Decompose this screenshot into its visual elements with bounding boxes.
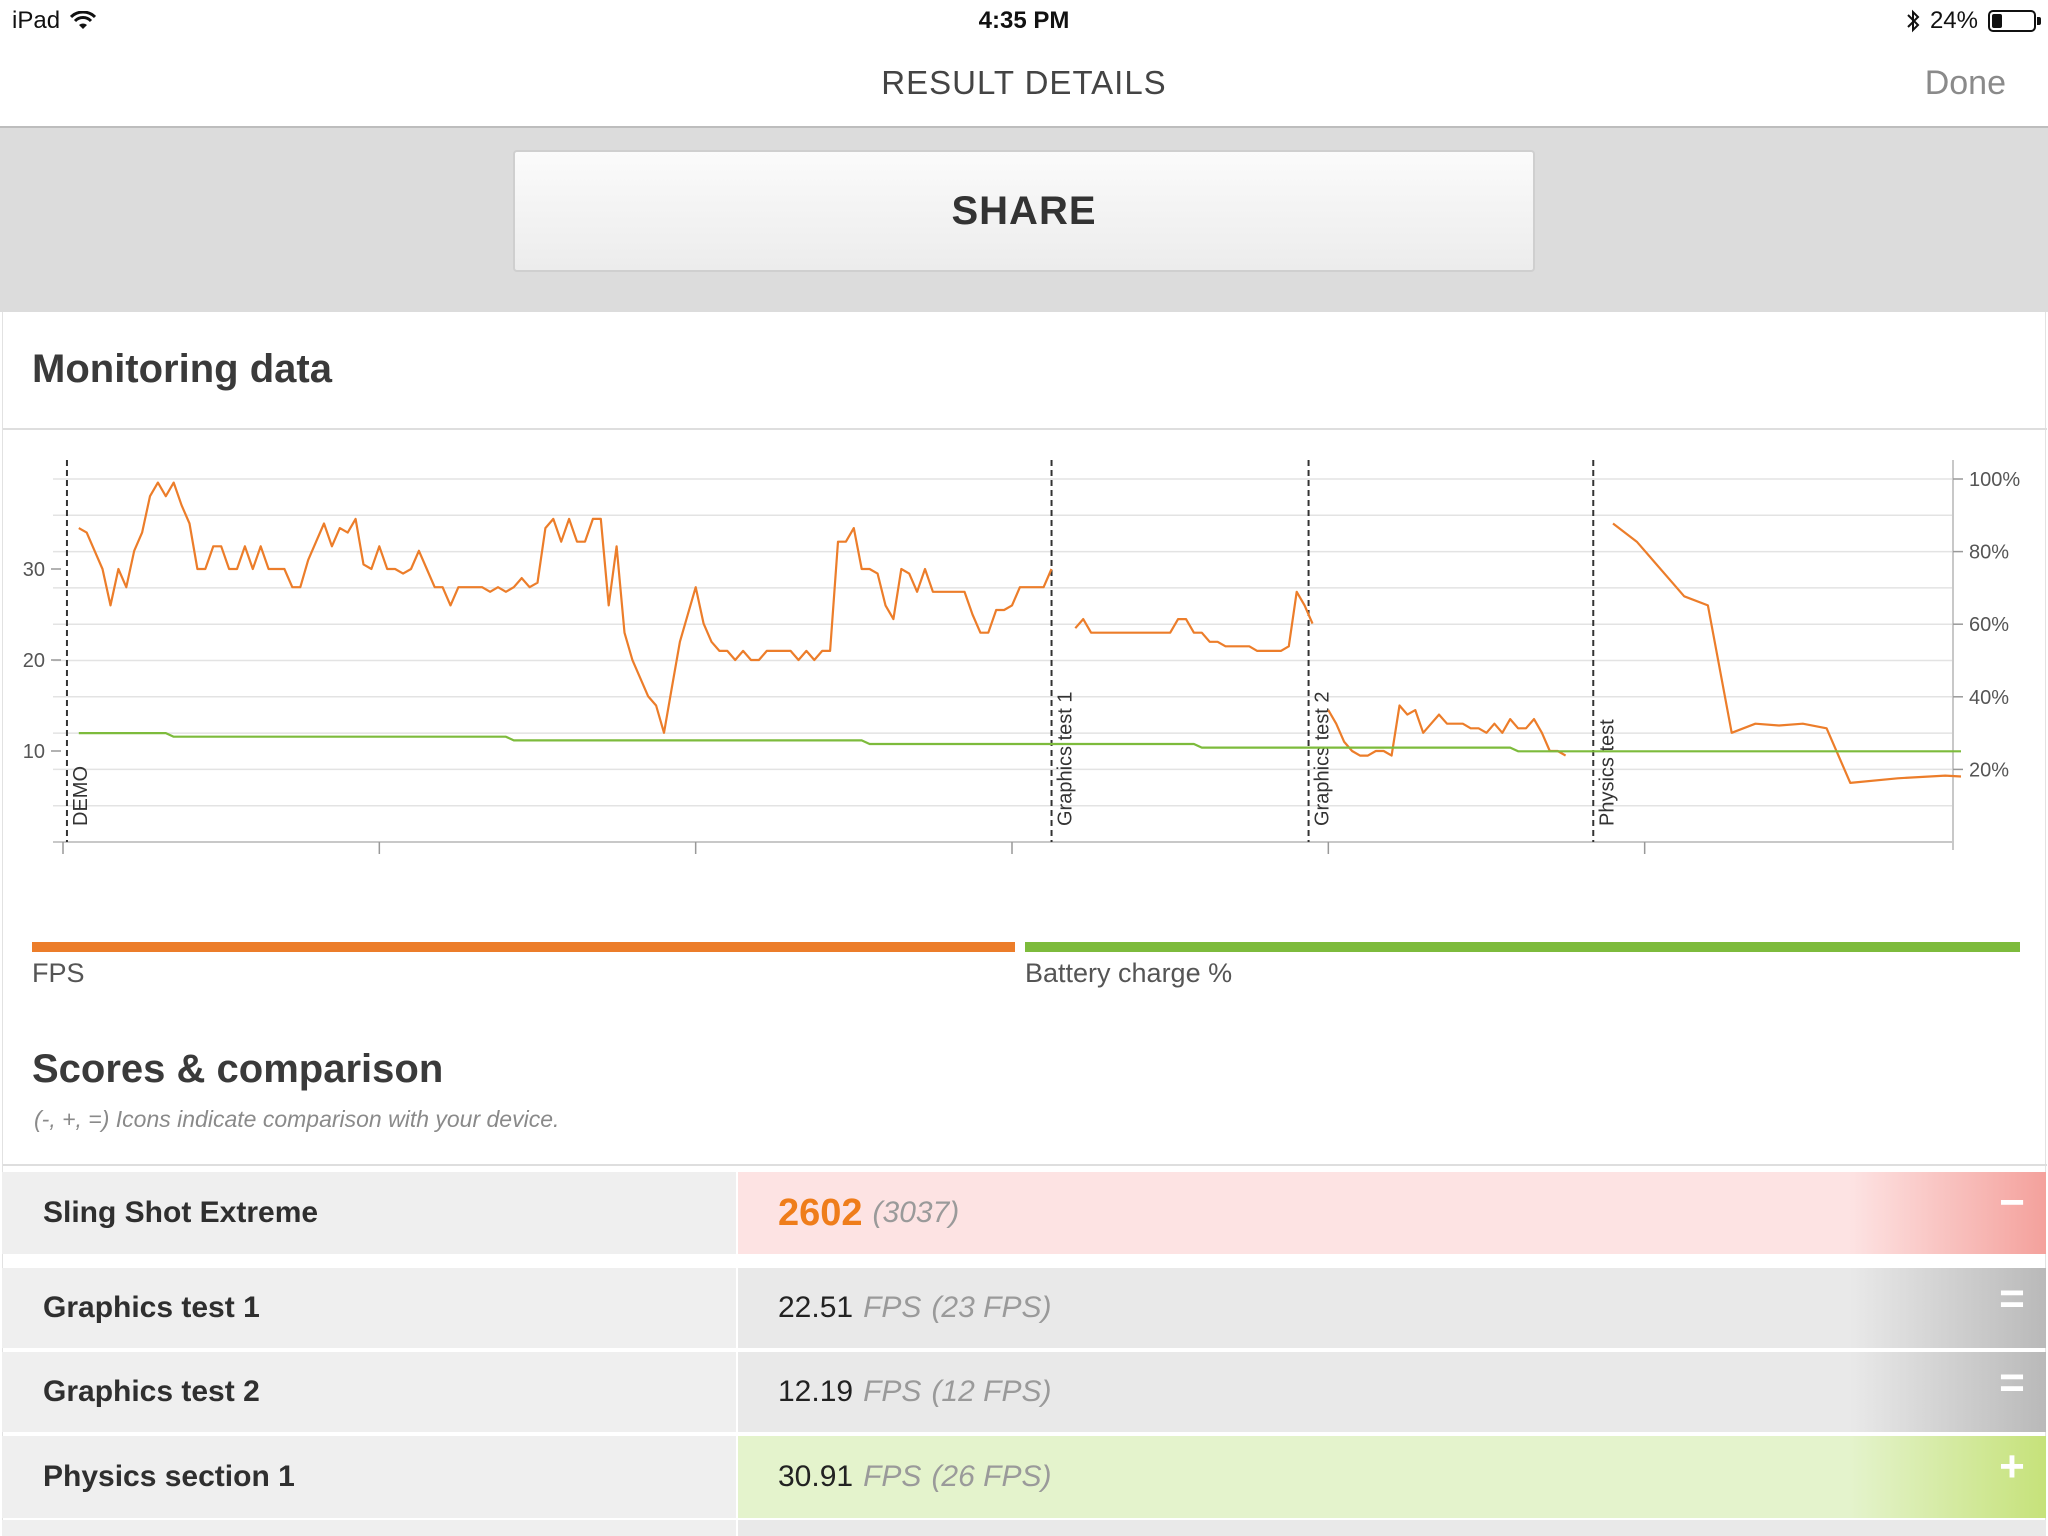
score-value: 12.19 (778, 1375, 854, 1408)
score-name (2, 1520, 736, 1536)
score-row[interactable]: Graphics test 1 22.51 FPS (23 FPS) = (2, 1268, 2046, 1348)
equals-icon: = (1999, 1358, 2025, 1407)
score-value-cell: 30.91 FPS (26 FPS) + (738, 1436, 2046, 1518)
bluetooth-icon (1907, 9, 1920, 33)
battery-percent: 24% (1929, 7, 1978, 34)
y-left-tick-label: 30 (23, 559, 45, 581)
score-compare: (23 FPS) (931, 1291, 1052, 1324)
score-name: Graphics test 2 (2, 1352, 736, 1432)
share-area: SHARE (0, 128, 2048, 312)
fps-series-line (1612, 522, 1962, 784)
score-compare: (3037) (872, 1196, 960, 1229)
fps-series-line (1327, 704, 1567, 757)
score-value: 30.91 (778, 1460, 854, 1493)
scores-title: Scores & comparison (32, 1047, 444, 1091)
legend-fps-swatch (32, 942, 1015, 952)
score-value-cell (738, 1520, 2046, 1536)
score-compare: (12 FPS) (931, 1375, 1052, 1408)
status-right: 24% (1906, 7, 2041, 35)
scores-subtitle: (-, +, =) Icons indicate comparison with… (34, 1106, 560, 1132)
y-right-tick-label: 40% (1969, 687, 2009, 709)
battery-level-fill (1992, 14, 2002, 28)
monitoring-divider (3, 428, 2047, 430)
score-row[interactable]: Sling Shot Extreme 2602 (3037) − (2, 1172, 2046, 1254)
score-value: 22.51 (778, 1291, 854, 1324)
status-bar: iPad 4:35 PM 24% (0, 0, 2048, 42)
page-title: RESULT DETAILS (881, 64, 1167, 101)
score-unit: FPS (863, 1375, 922, 1408)
plus-icon: + (1999, 1442, 2025, 1491)
section-marker-label: Physics test (1596, 719, 1618, 826)
status-left: iPad (12, 7, 97, 35)
legend-battery-label: Battery charge % (1025, 958, 1233, 988)
share-button[interactable]: SHARE (513, 150, 1535, 272)
y-left-tick-label: 10 (23, 741, 45, 763)
minus-icon: − (1999, 1178, 2025, 1227)
legend-fps-label: FPS (32, 958, 85, 988)
device-name: iPad (12, 7, 61, 34)
battery-series-line (78, 732, 1961, 753)
y-right-tick-label: 60% (1969, 614, 2009, 636)
y-right-tick-label: 20% (1969, 759, 2009, 781)
score-name: Graphics test 1 (2, 1268, 736, 1348)
score-name: Physics section 1 (2, 1436, 736, 1518)
score-row[interactable]: Physics section 1 30.91 FPS (26 FPS) + (2, 1436, 2046, 1518)
legend-battery-swatch (1025, 942, 2020, 952)
section-marker-label: DEMO (70, 766, 92, 826)
monitoring-chart: 10203020%40%60%80%100%00:0000:4001:2002:… (23, 460, 2020, 854)
score-value-cell: 2602 (3037) − (738, 1172, 2046, 1254)
monitoring-title: Monitoring data (32, 347, 332, 391)
navigation-bar: RESULT DETAILS Done (0, 42, 2048, 128)
scores-divider (3, 1164, 2047, 1166)
section-marker-label: Graphics test 1 (1055, 691, 1077, 826)
score-row[interactable]: Graphics test 2 12.19 FPS (12 FPS) = (2, 1352, 2046, 1432)
done-button[interactable]: Done (1924, 64, 2006, 102)
score-compare: (26 FPS) (931, 1460, 1052, 1493)
score-unit: FPS (863, 1291, 922, 1324)
y-left-tick-label: 20 (23, 650, 45, 672)
score-value-cell: 22.51 FPS (23 FPS) = (738, 1268, 2046, 1348)
status-time: 4:35 PM (978, 7, 1070, 34)
score-value-cell: 12.19 FPS (12 FPS) = (738, 1352, 2046, 1432)
fps-series-line (78, 481, 1053, 734)
score-value: 2602 (778, 1191, 863, 1234)
battery-icon (1988, 10, 2041, 32)
score-name: Sling Shot Extreme (2, 1172, 736, 1254)
section-marker-label: Graphics test 2 (1312, 691, 1334, 826)
equals-icon: = (1999, 1274, 2025, 1323)
y-right-tick-label: 100% (1969, 469, 2020, 491)
score-unit: FPS (863, 1460, 922, 1493)
fps-series-line (1074, 590, 1314, 652)
y-right-tick-label: 80% (1969, 542, 2009, 564)
score-row-partial (2, 1520, 2046, 1536)
wifi-icon (70, 11, 97, 29)
